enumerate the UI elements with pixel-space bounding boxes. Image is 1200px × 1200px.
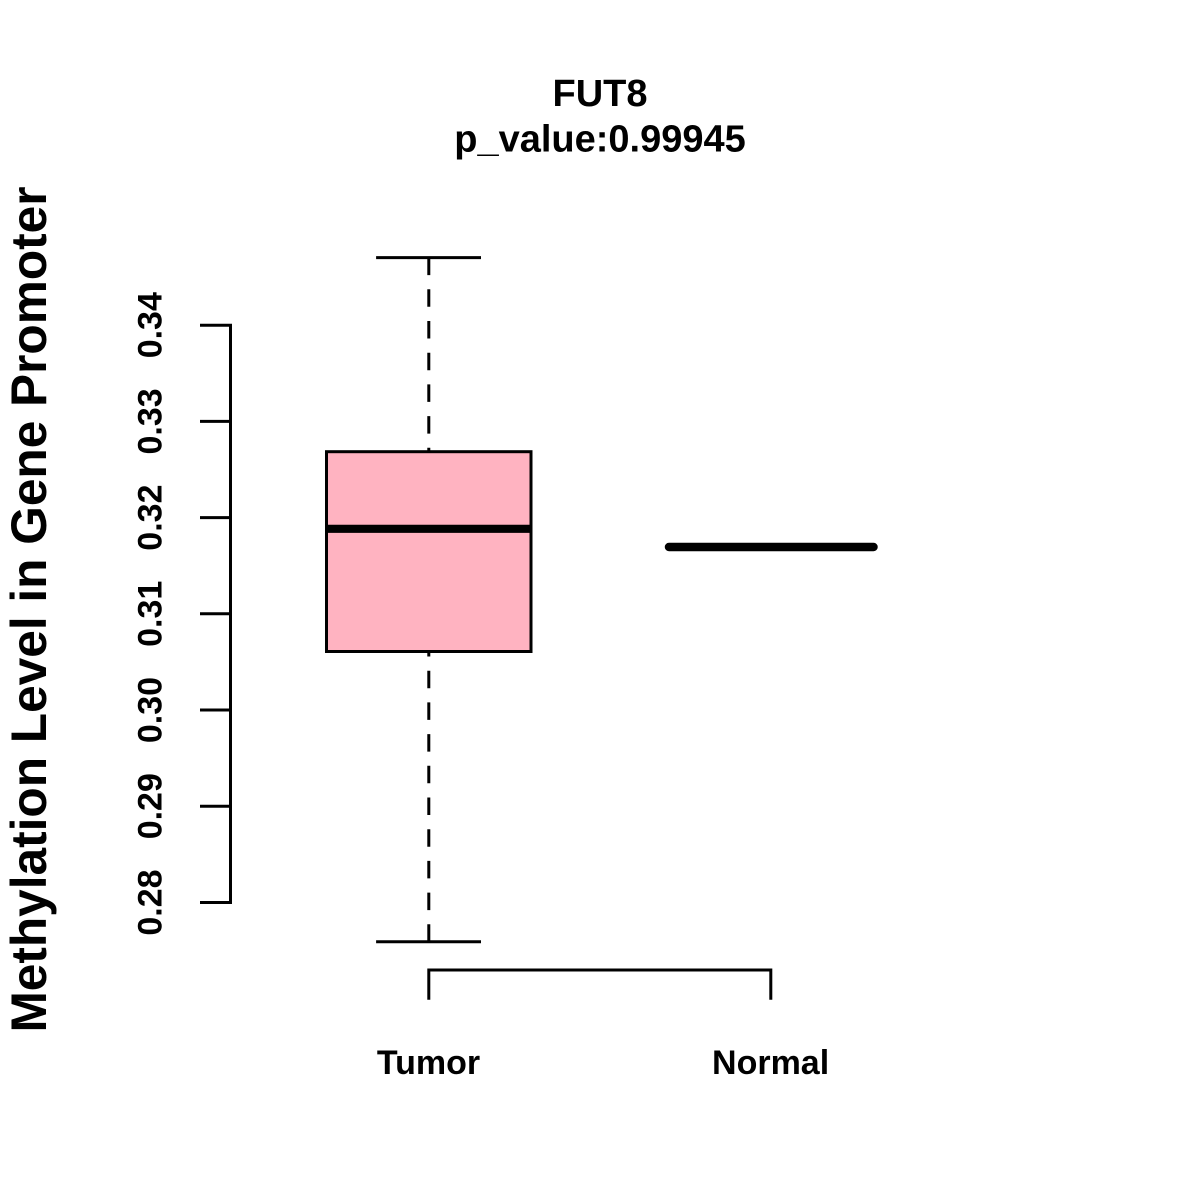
svg-text:FUT8: FUT8 xyxy=(553,73,648,115)
svg-text:0.33: 0.33 xyxy=(131,388,169,454)
svg-text:0.29: 0.29 xyxy=(131,773,169,839)
svg-text:0.30: 0.30 xyxy=(131,677,169,743)
svg-text:0.31: 0.31 xyxy=(131,581,169,647)
svg-text:0.28: 0.28 xyxy=(131,869,169,935)
svg-text:Methylation Level in Gene Prom: Methylation Level in Gene Promoter xyxy=(1,186,57,1032)
svg-text:0.34: 0.34 xyxy=(131,292,169,358)
svg-text:0.32: 0.32 xyxy=(131,485,169,551)
svg-text:p_value:0.99945: p_value:0.99945 xyxy=(454,118,746,160)
svg-text:Normal: Normal xyxy=(712,1044,829,1082)
svg-text:Tumor: Tumor xyxy=(377,1044,480,1082)
